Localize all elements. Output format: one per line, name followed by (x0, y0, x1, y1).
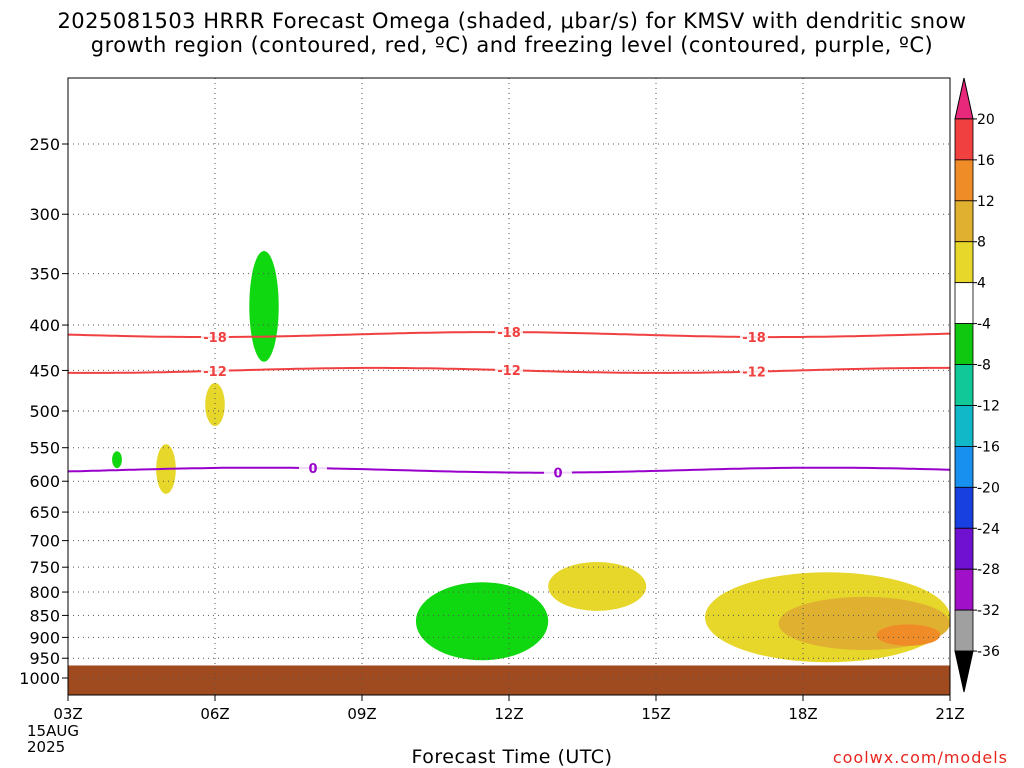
colorbar-label-4: 4 (977, 276, 986, 292)
colorbar-label--12: -12 (977, 398, 1000, 414)
contour-label-bg (740, 328, 768, 345)
contour-label--18: -18 (742, 331, 766, 346)
colorbar-label--24: -24 (977, 521, 1000, 537)
contour-label-bg (740, 363, 768, 380)
colorbar-segment-1 (954, 118, 974, 161)
colorbar-label--28: -28 (977, 562, 1000, 578)
y-tick-label-850: 850 (29, 606, 60, 625)
colorbar-bottom-arrow (954, 650, 974, 693)
contour-label-bg (201, 362, 229, 379)
y-tick-label-600: 600 (29, 472, 60, 491)
colorbar-segment-2 (954, 159, 974, 202)
colorbar-segment-13 (954, 609, 974, 652)
x-tick-label-06Z: 06Z (200, 705, 229, 723)
colorbar-label--8: -8 (977, 358, 991, 374)
colorbar-label-16: 16 (977, 153, 995, 169)
y-tick-label-950: 950 (29, 649, 60, 668)
terrain-fill (68, 665, 950, 695)
omega-region-8 (876, 624, 941, 646)
start-day-label: 15AUG (27, 722, 79, 740)
x-axis-title: Forecast Time (UTC) (411, 746, 613, 768)
colorbar-segment-12 (954, 568, 974, 611)
site-credit[interactable]: coolwx.com/models (832, 748, 1008, 767)
contour-label--12: -12 (742, 366, 766, 381)
contour-label--18: -18 (203, 331, 227, 346)
chart-title-line1: 2025081503 HRRR Forecast Omega (shaded, … (57, 9, 967, 33)
contour-label--12: -12 (497, 364, 521, 379)
x-tick-label-03Z: 03Z (53, 705, 82, 723)
axes: 250 300 350 400 450 500 550 600 650 700 750 800 850 9… (19, 77, 965, 723)
colorbar-segment-3 (954, 200, 974, 243)
y-tick-label-650: 650 (29, 503, 60, 522)
x-tick-label-09Z: 09Z (347, 705, 376, 723)
colorbar-top-arrow (954, 77, 974, 120)
contour-0 (67, 466, 951, 474)
y-tick-label-250: 250 (29, 135, 60, 154)
terrain-rect (68, 665, 950, 695)
y-tick-label-900: 900 (29, 628, 60, 647)
y-tick-label-350: 350 (29, 265, 60, 284)
colorbar-segment-6 (954, 323, 974, 365)
y-tick-label-550: 550 (29, 439, 60, 458)
omega-region-5 (548, 562, 647, 611)
y-tick-label-450: 450 (29, 361, 60, 380)
colorbar-segment-8 (954, 405, 974, 447)
contour-label-0: 0 (553, 467, 562, 482)
colorbar-label-8: 8 (977, 235, 986, 251)
contour-label--18: -18 (497, 326, 521, 341)
chart-title-line2: growth region (contoured, red, ºC) and f… (90, 33, 934, 57)
colorbar-label--20: -20 (977, 480, 1000, 496)
colorbar-label-12: 12 (977, 194, 995, 210)
y-tick-label-700: 700 (29, 532, 60, 551)
contour-label-bg (495, 324, 523, 341)
y-tick-label-400: 400 (29, 316, 60, 335)
y-tick-label-750: 750 (29, 558, 60, 577)
contour-label-bg (299, 460, 327, 477)
contour-label-bg (201, 329, 229, 346)
colorbar-segment-5 (954, 282, 974, 324)
y-tick-label-800: 800 (29, 583, 60, 602)
colorbar-segment-10 (954, 486, 974, 529)
colorbar-label--32: -32 (977, 603, 1000, 619)
contour-label-0: 0 (308, 462, 317, 477)
colorbar-segment-9 (954, 445, 974, 488)
colorbar-label--4: -4 (977, 317, 991, 333)
contour-label-bg (495, 362, 523, 379)
omega-region-2 (415, 582, 549, 661)
colorbar-segment-4 (954, 241, 974, 284)
start-year-label: 2025 (27, 738, 66, 756)
y-tick-label-500: 500 (29, 402, 60, 421)
x-tick-label-18Z: 18Z (788, 705, 817, 723)
colorbar-label-20: 20 (977, 112, 995, 128)
colorbar-label--36: -36 (977, 644, 1000, 660)
contour-label--12: -12 (203, 365, 227, 380)
x-tick-label-15Z: 15Z (641, 705, 670, 723)
colorbar: 20 16 12 8 4 -4 -8 -12 -16 -20 -24 -28 -32 -36 (954, 77, 1000, 693)
omega-region-0 (249, 250, 279, 362)
colorbar-segment-11 (954, 527, 974, 570)
y-tick-label-300: 300 (29, 205, 60, 224)
x-tick-label-12Z: 12Z (494, 705, 523, 723)
omega-region-1 (112, 451, 122, 469)
x-tick-label-21Z: 21Z (935, 705, 964, 723)
omega-shading (112, 250, 950, 663)
y-tick-label-1000: 1000 (19, 669, 60, 688)
colorbar-label--16: -16 (977, 439, 1000, 455)
contour-label-bg (544, 464, 572, 481)
omega-region-3 (205, 383, 225, 427)
contours: -18 -18 -18 -12 -12 -12 0 0 (67, 324, 951, 482)
colorbar-segment-7 (954, 364, 974, 406)
